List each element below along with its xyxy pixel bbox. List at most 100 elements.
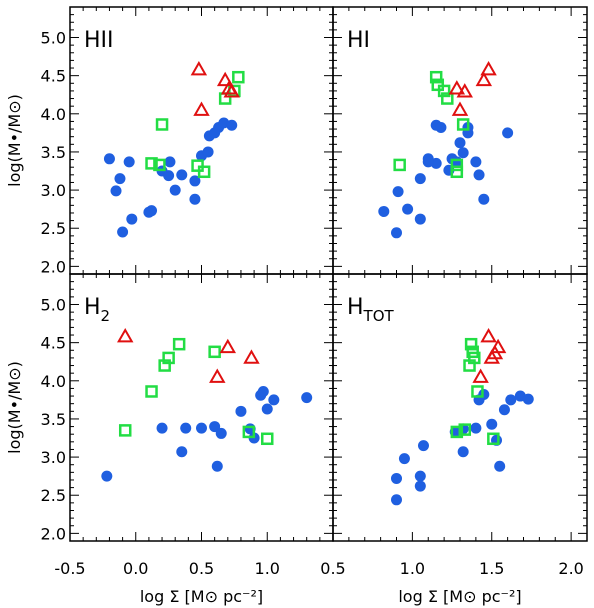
data-point-square bbox=[162, 351, 175, 365]
data-point-circle bbox=[457, 446, 469, 458]
y-tick-label: 4.0 bbox=[41, 372, 66, 391]
data-point-circle bbox=[494, 460, 506, 472]
data-point-circle bbox=[505, 394, 517, 406]
data-point-square bbox=[197, 165, 211, 179]
data-point-circle bbox=[189, 175, 201, 187]
panel-label-h2: H2 bbox=[84, 295, 110, 325]
data-point-circle bbox=[156, 422, 168, 434]
data-point-circle bbox=[235, 405, 247, 417]
data-point-circle bbox=[402, 203, 414, 215]
data-point-triangle bbox=[219, 338, 237, 354]
panel-marks-hii bbox=[103, 61, 245, 238]
data-point-triangle bbox=[480, 328, 497, 343]
y-tick-label: 4.0 bbox=[41, 105, 66, 124]
data-point-circle bbox=[169, 184, 181, 196]
data-point-triangle bbox=[456, 83, 473, 98]
text-layer: 2.0 2.5 3.0 3.5 4.0 4.5 5.0 log(M•/M⊙) HII HI 2.0 2… bbox=[5, 28, 584, 606]
data-point-square bbox=[429, 70, 443, 84]
data-point-square bbox=[172, 337, 186, 351]
data-point-circle bbox=[226, 119, 238, 131]
x-axis-label-right: log Σ [M⊙ pc⁻²] bbox=[398, 587, 521, 606]
panel-label-htot: HTOT bbox=[347, 295, 395, 325]
data-point-triangle bbox=[472, 368, 489, 383]
data-point-circle bbox=[486, 418, 498, 430]
data-point-circle bbox=[414, 173, 426, 185]
data-point-circle bbox=[478, 389, 490, 401]
data-point-circle bbox=[146, 205, 158, 217]
data-point-circle bbox=[103, 153, 115, 165]
data-point-circle bbox=[261, 403, 273, 415]
data-point-circle bbox=[473, 169, 485, 181]
data-point-square bbox=[145, 157, 158, 170]
data-point-circle bbox=[123, 156, 135, 168]
panel-marks-htot bbox=[391, 328, 534, 506]
data-point-circle bbox=[478, 193, 490, 205]
y-tick-label: 2.5 bbox=[41, 219, 66, 238]
x-tick-label: 2.0 bbox=[558, 559, 583, 578]
data-point-circle bbox=[176, 169, 188, 181]
y-tick-label: 3.5 bbox=[41, 410, 66, 429]
data-point-square bbox=[118, 424, 132, 437]
data-point-triangle bbox=[489, 338, 507, 354]
data-point-circle bbox=[202, 146, 214, 158]
data-point-circle bbox=[414, 470, 426, 482]
data-point-square bbox=[450, 165, 464, 179]
y-tick-label: 2.5 bbox=[41, 486, 66, 505]
data-point-circle bbox=[391, 494, 402, 506]
data-point-circle bbox=[176, 446, 188, 458]
data-point-triangle bbox=[193, 101, 210, 116]
data-point-circle bbox=[301, 392, 313, 404]
y-tick-label: 5.0 bbox=[41, 29, 66, 48]
data-point-square bbox=[468, 351, 481, 365]
data-point-triangle bbox=[117, 328, 134, 343]
data-point-square bbox=[393, 158, 406, 172]
data-point-square bbox=[145, 385, 158, 398]
x-tick-label: 1.0 bbox=[255, 559, 280, 578]
data-point-square bbox=[458, 423, 472, 436]
data-point-circle bbox=[502, 127, 514, 139]
data-point-circle bbox=[414, 480, 426, 492]
data-point-triangle bbox=[223, 83, 240, 98]
data-point-circle bbox=[470, 156, 482, 168]
data-point-square bbox=[153, 158, 166, 172]
data-point-circle bbox=[101, 470, 113, 482]
x-axis-label-left: log Σ [M⊙ pc⁻²] bbox=[140, 587, 263, 606]
data-point-circle bbox=[422, 156, 434, 168]
x-tick-label: 0.5 bbox=[189, 559, 214, 578]
data-point-square bbox=[155, 118, 169, 131]
data-point-circle bbox=[215, 427, 227, 439]
y-tick-label: 5.0 bbox=[41, 296, 66, 315]
data-point-circle bbox=[391, 227, 402, 239]
data-point-circle bbox=[209, 421, 221, 433]
panel-label-hii: HII bbox=[84, 28, 114, 53]
y-tick-label: 2.0 bbox=[41, 257, 66, 276]
x-tick-label: 0.5 bbox=[320, 559, 345, 578]
data-point-square bbox=[464, 337, 478, 351]
data-point-triangle bbox=[475, 71, 493, 87]
panel-marks-h2 bbox=[101, 328, 313, 482]
data-point-circle bbox=[435, 122, 447, 134]
y-tick-label: 3.0 bbox=[41, 181, 66, 200]
data-point-triangle bbox=[480, 61, 497, 76]
data-point-circle bbox=[417, 440, 429, 452]
x-tick-label: 0.0 bbox=[123, 559, 148, 578]
data-point-circle bbox=[180, 422, 192, 434]
data-point-circle bbox=[110, 185, 122, 197]
data-point-circle bbox=[164, 156, 176, 168]
data-point-circle bbox=[398, 453, 410, 465]
data-point-square bbox=[456, 118, 470, 131]
data-point-circle bbox=[114, 173, 126, 185]
data-point-circle bbox=[414, 213, 426, 225]
data-point-square bbox=[450, 425, 464, 439]
y-tick-label: 4.5 bbox=[41, 334, 66, 353]
panel-marks-hi bbox=[378, 61, 514, 239]
data-point-circle bbox=[457, 147, 469, 159]
data-point-square bbox=[261, 432, 274, 446]
data-point-circle bbox=[211, 460, 223, 472]
y-tick-label: 3.5 bbox=[41, 143, 66, 162]
data-point-circle bbox=[257, 385, 269, 397]
data-point-square bbox=[471, 385, 484, 398]
data-point-circle bbox=[163, 170, 175, 182]
data-point-circle bbox=[391, 472, 402, 484]
